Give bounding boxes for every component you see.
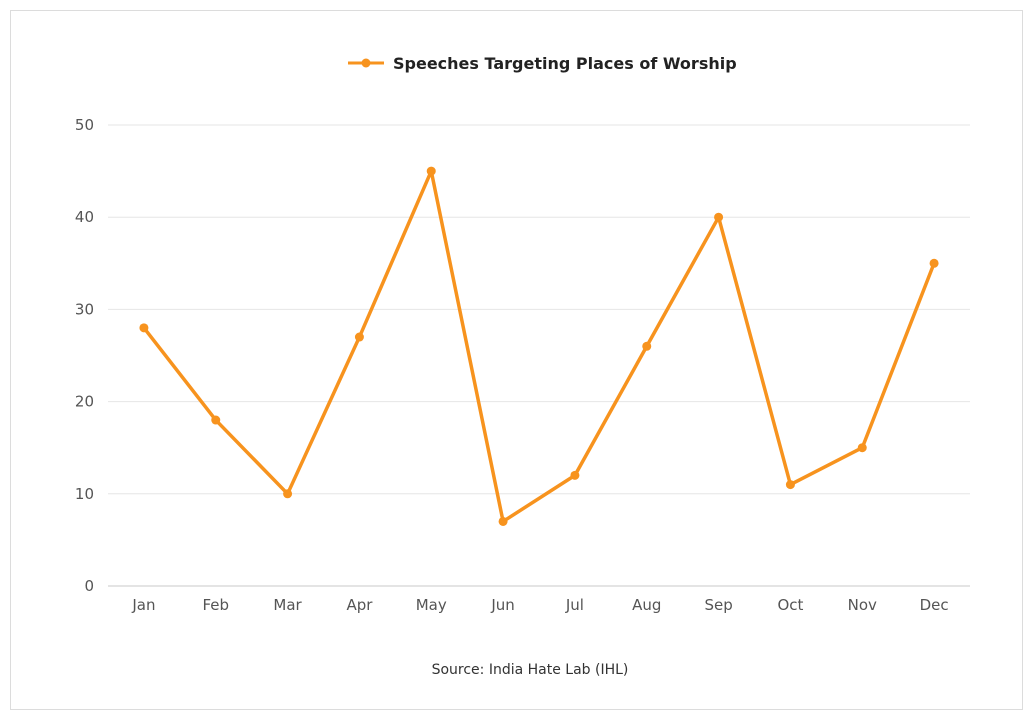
data-point-aug [642,341,652,351]
x-tick-label-may: May [416,596,447,614]
data-point-may [426,166,436,176]
data-point-jun [498,516,508,526]
data-point-jan [139,323,149,333]
data-point-mar [283,489,293,499]
x-tick-label-aug: Aug [632,596,661,614]
data-point-nov [857,443,867,453]
axes: 0 10 20 30 40 50 Jan Feb Mar Apr May Jun Jul Aug Sep Oc… [75,116,949,614]
chart-frame [10,10,1023,710]
legend-marker-swatch [361,58,371,68]
x-tick-label-feb: Feb [202,596,229,614]
x-tick-label-jun: Jun [490,596,514,614]
legend-label: Speeches Targeting Places of Worship [393,54,737,73]
y-tick-label-0: 0 [84,577,94,595]
gridlines [108,124,970,587]
data-point-dec [929,258,939,268]
x-tick-label-dec: Dec [920,596,949,614]
y-tick-label-40: 40 [75,208,94,226]
y-tick-label-30: 30 [75,300,94,318]
data-point-oct [785,480,795,490]
data-point-jul [570,470,580,480]
line-chart: 0 10 20 30 40 50 Jan Feb Mar Apr May Jun Jul Aug Sep Oc… [75,54,970,678]
x-tick-label-apr: Apr [346,596,373,614]
x-tick-label-nov: Nov [848,596,877,614]
data-point-sep [714,212,724,222]
x-tick-label-jan: Jan [131,596,155,614]
data-point-apr [354,332,364,342]
data-point-feb [211,415,221,425]
x-tick-label-mar: Mar [273,596,302,614]
legend: Speeches Targeting Places of Worship [348,54,737,73]
x-tick-label-jul: Jul [565,596,584,614]
series-line [142,169,936,524]
y-tick-label-10: 10 [75,485,94,503]
y-tick-label-20: 20 [75,393,94,411]
y-tick-label-50: 50 [75,116,94,134]
source-note: Source: India Hate Lab (IHL) [432,662,629,678]
x-tick-label-sep: Sep [704,596,732,614]
x-tick-label-oct: Oct [777,596,803,614]
series-speeches-targeting-places-of-worship [139,166,939,526]
